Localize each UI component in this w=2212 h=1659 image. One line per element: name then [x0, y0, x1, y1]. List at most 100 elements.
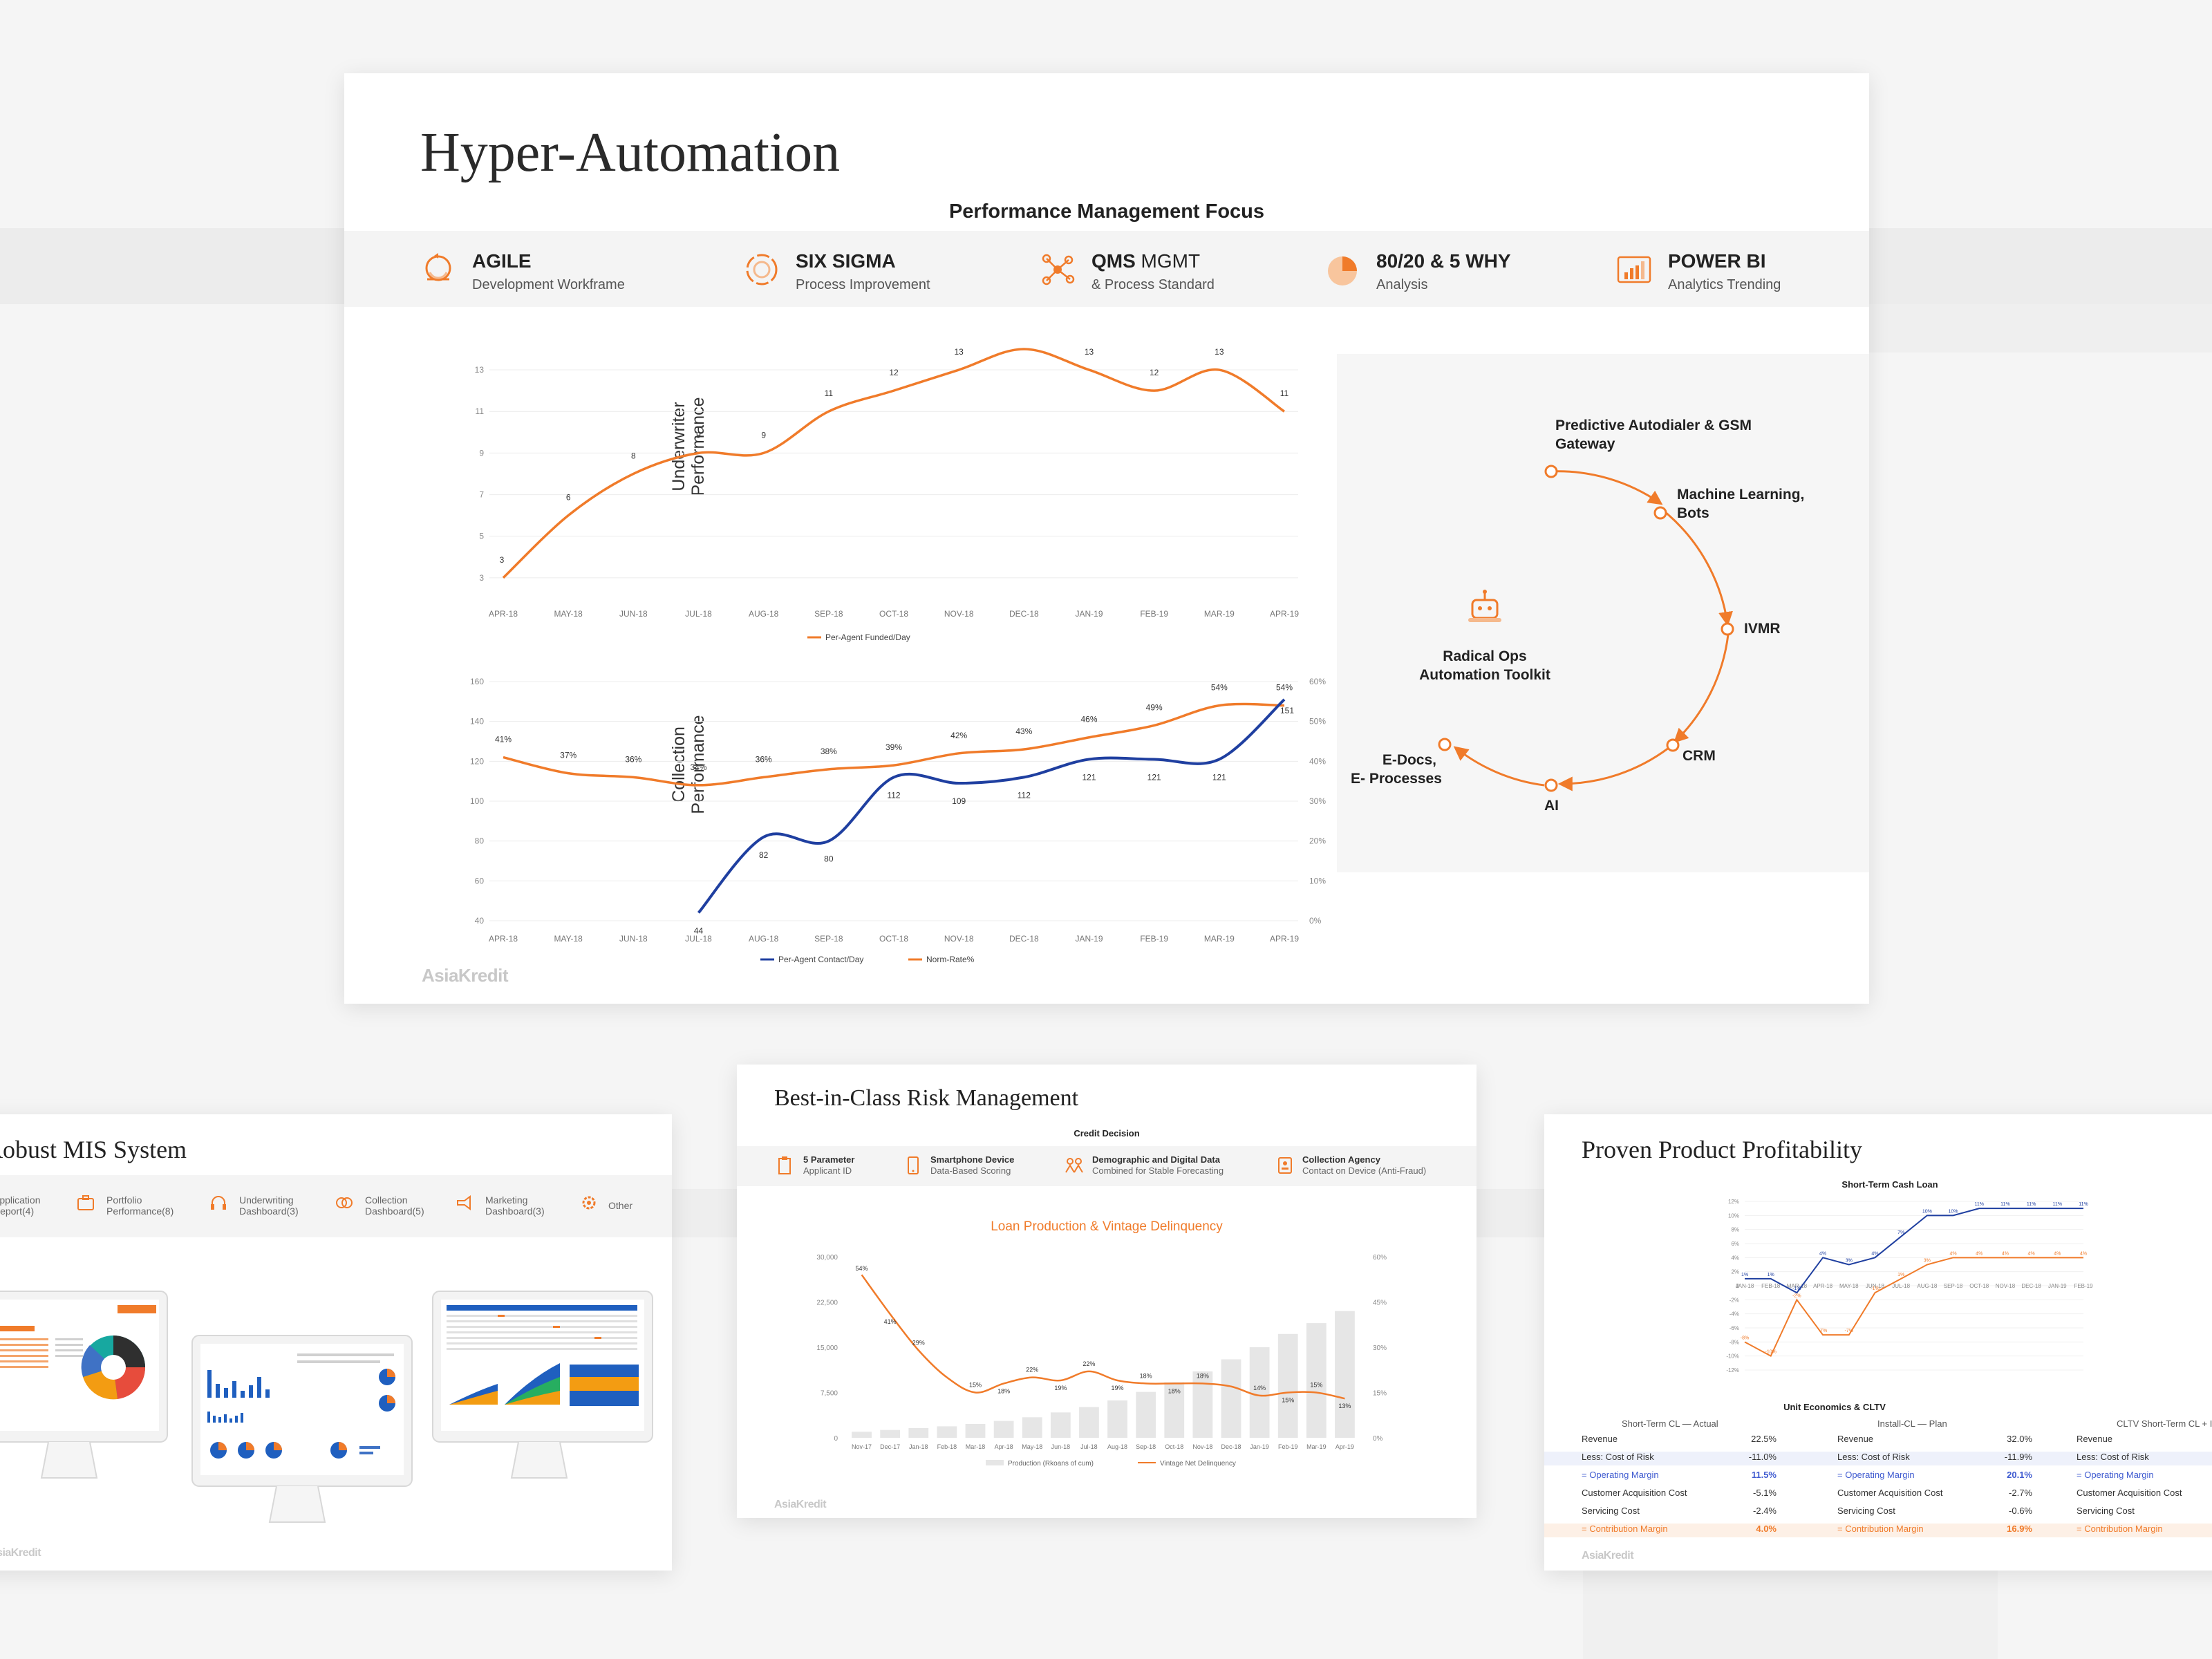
six-sigma-icon: [746, 254, 778, 285]
legend-label: Norm-Rate%: [926, 955, 975, 964]
x-tick-label: May-18: [1022, 1443, 1042, 1450]
risk-item-subtitle: Applicant ID: [803, 1165, 852, 1176]
cycle-node: [1438, 738, 1452, 751]
focus-item-subtitle: Process Improvement: [796, 277, 930, 292]
mis-system-slide: Robust MIS System Application Report(4) …: [0, 1114, 672, 1571]
x-tick-label: JUN-18: [619, 609, 648, 619]
x-tick-label: Nov-18: [1192, 1443, 1212, 1450]
x-tick-label: AUG-18: [1917, 1283, 1937, 1289]
robot-icon: [1468, 590, 1501, 622]
x-tick-label: OCT-18: [1969, 1283, 1989, 1289]
data-label: 4%: [2028, 1251, 2035, 1256]
data-label: 4%: [1949, 1251, 1956, 1256]
data-label: 80: [824, 854, 834, 864]
x-tick-label: AUG-18: [749, 934, 779, 944]
table-row-value: 11.5%: [1751, 1470, 1777, 1480]
mis-item-bar: Application Report(4) Portfolio Performa…: [0, 1175, 672, 1237]
company-logo: AsiaKredit: [1582, 1550, 1634, 1562]
bar-production: [1277, 1333, 1298, 1438]
cycle-center-label: Radical Ops Automation Toolkit: [1419, 648, 1550, 683]
cycle-node: [1544, 465, 1558, 478]
x-tick-label: JUL-18: [685, 934, 712, 944]
briefcase-icon: [76, 1193, 95, 1212]
x-tick-label: Mar-19: [1306, 1443, 1327, 1450]
x-tick-label: MAY-18: [1839, 1283, 1859, 1289]
y-tick-label-left: 80: [475, 836, 485, 846]
smartphone-icon: [906, 1156, 921, 1175]
focus-item-title: QMS: [1091, 250, 1136, 272]
table-row-label: = Operating Margin: [2077, 1470, 2154, 1480]
legend-label: Per-Agent Contact/Day: [778, 955, 863, 964]
x-tick-label: OCT-18: [879, 934, 908, 944]
bar-production: [880, 1430, 901, 1438]
y-tick-label-left: 40: [475, 916, 485, 926]
table-row-label: = Contribution Margin: [1837, 1524, 1924, 1534]
data-label: 12: [1150, 368, 1159, 377]
data-label: 6: [566, 493, 571, 503]
data-label: 18%: [1168, 1387, 1181, 1394]
x-tick-label: Nov-17: [852, 1443, 872, 1450]
people-icon: [1065, 1156, 1084, 1175]
x-tick-label: JAN-18: [1736, 1283, 1754, 1289]
data-label: 13: [1085, 347, 1094, 357]
data-label: 4%: [1819, 1251, 1826, 1256]
data-label: 4%: [1871, 1251, 1878, 1256]
mis-item-label: Marketing Dashboard(3): [485, 1194, 545, 1217]
handshake-icon: [335, 1193, 354, 1212]
series-line-actual: [1745, 1208, 2083, 1294]
y-tick-label-right: 15%: [1373, 1390, 1387, 1398]
y-tick-label-right: 30%: [1373, 1344, 1387, 1352]
y-tick-label: 7: [479, 490, 484, 500]
bar-production: [1079, 1407, 1099, 1438]
y-tick-label-left: 100: [470, 796, 484, 806]
cycle-step-label: Predictive Autodialer & GSM Gateway: [1555, 418, 1752, 452]
x-tick-label: MAY-18: [554, 609, 583, 619]
x-tick-label: Mar-18: [966, 1443, 986, 1450]
company-logo: AsiaKredit: [0, 1547, 41, 1559]
x-tick-label: FEB-19: [1140, 609, 1168, 619]
focus-item-title: 80/20 & 5 WHY: [1376, 250, 1511, 272]
gear-icon: [579, 1193, 599, 1212]
data-label: 46%: [1080, 715, 1097, 724]
table-row-label: Less: Cost of Risk: [2077, 1452, 2149, 1462]
focus-item-subtitle: Analytics Trending: [1668, 277, 1781, 292]
x-tick-label: APR-19: [1270, 609, 1299, 619]
bar-production: [937, 1426, 957, 1438]
bar-production: [993, 1421, 1014, 1438]
data-label: -8%: [1741, 1335, 1749, 1340]
data-label: 1%: [1897, 1273, 1904, 1277]
data-label: 22%: [1082, 1360, 1095, 1367]
data-label: 14%: [1253, 1385, 1266, 1391]
bar-production: [908, 1428, 929, 1438]
focus-item-title-rest: MGMT: [1135, 250, 1201, 272]
y-tick-label-left: 15,000: [816, 1344, 838, 1352]
table-row-label: Customer Acquisition Cost: [2077, 1488, 2182, 1498]
data-label: 11%: [2027, 1202, 2036, 1207]
data-label: 18%: [1197, 1372, 1209, 1379]
cycle-arrow: [1550, 470, 1663, 505]
table-row-value: -5.1%: [1753, 1488, 1777, 1498]
x-tick-label: JAN-19: [1075, 934, 1103, 944]
risk-subtitle: Credit Decision: [1074, 1128, 1140, 1138]
x-tick-label: FEB-19: [1140, 934, 1168, 944]
focus-title: Performance Management Focus: [948, 200, 1265, 223]
highlight-row: [1544, 1452, 2212, 1465]
y-tick-label-left: 22,500: [816, 1300, 838, 1307]
series-line-plan: [1744, 1257, 2083, 1358]
focus-item-title: SIX SIGMA: [796, 250, 896, 272]
data-label: 9: [761, 430, 766, 440]
clipboard-icon: [777, 1156, 792, 1175]
data-label: 4%: [2002, 1251, 2009, 1256]
y-tick-label-right: 40%: [1309, 756, 1326, 766]
data-label: 13: [954, 347, 964, 357]
risk-item-title: 5 Parameter: [803, 1154, 855, 1165]
x-tick-label: JUN-18: [1866, 1283, 1885, 1289]
data-label: 54%: [1276, 683, 1293, 693]
x-tick-label: JUL-18: [1892, 1283, 1910, 1289]
data-label: 36%: [625, 754, 641, 764]
focus-bar: AGILE Development Workframe SIX SIGMA Pr…: [344, 231, 1869, 307]
cycle-arrow: [1674, 634, 1730, 743]
bar-chart-icon: [1617, 256, 1651, 283]
megaphone-icon: [455, 1193, 474, 1212]
x-tick-label: FEB-18: [1761, 1283, 1781, 1289]
